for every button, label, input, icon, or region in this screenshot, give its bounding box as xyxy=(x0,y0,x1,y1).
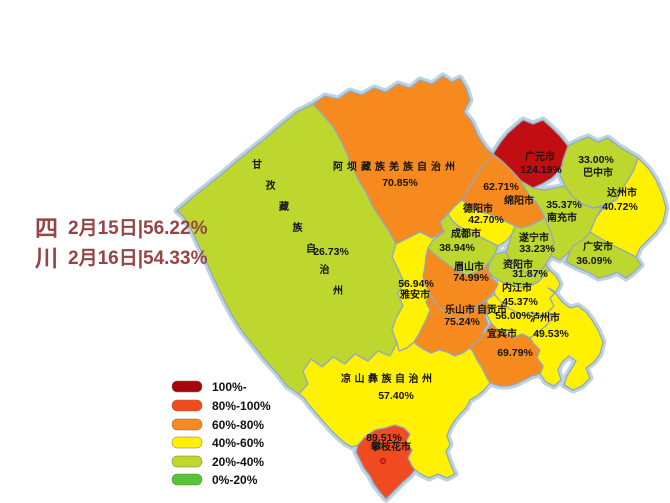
region-value-dazhou: 40.72% xyxy=(602,201,638,213)
region-value-mianyang: 62.71% xyxy=(483,181,519,193)
region-value-nanchong: 35.37% xyxy=(546,199,582,211)
legend-label-40-60: 40%-60% xyxy=(212,436,264,450)
region-label-suining: 遂宁市 xyxy=(519,231,549,244)
region-value-suining: 33.23% xyxy=(519,243,555,255)
region-value-guangyuan: 124.19% xyxy=(520,164,562,176)
region-value-panzhihua: 89.51% xyxy=(366,432,402,444)
legend-label-80-100: 80%-100% xyxy=(212,399,271,413)
region-label-deyang: 德阳市 xyxy=(462,202,493,215)
region-label-ganzi: 甘孜藏族自治州 xyxy=(252,158,343,297)
region-value-meishan: 74.99% xyxy=(453,272,489,284)
region-label-liangshan: 凉山彝族自治州 xyxy=(341,372,432,385)
legend: 100%- 80%-100% 60%-80% 40%-60% 20%-40% 0… xyxy=(171,380,271,487)
region-label-mianyang: 绵阳市 xyxy=(504,194,534,207)
legend-label-0-20: 0%-20% xyxy=(212,473,258,487)
region-value-deyang: 42.70% xyxy=(468,214,504,226)
region-guangan[interactable] xyxy=(565,231,642,279)
legend-swatch-100 xyxy=(171,380,203,393)
region-value-neijiang: 45.37% xyxy=(502,296,538,308)
title-line-2: 川 2月16日|54.33% xyxy=(35,243,207,273)
date-value-feb15: 2月15日|56.22% xyxy=(68,217,208,239)
region-value-luzhou: 49.53% xyxy=(533,328,569,340)
panzhihua-city-marker xyxy=(380,458,386,464)
region-label-neijiang: 内江市 xyxy=(502,281,532,294)
legend-label-60-80: 60%-80% xyxy=(212,418,264,432)
province-char-si: 四 xyxy=(35,214,58,241)
region-label-bazhong: 巴中市 xyxy=(583,166,613,179)
province-char-chuan: 川 xyxy=(35,244,58,271)
legend-swatch-20-40 xyxy=(171,455,203,468)
legend-swatch-0-20 xyxy=(171,473,203,486)
region-label-nanchong: 南充市 xyxy=(547,211,577,224)
region-value-liangshan: 57.40% xyxy=(378,390,414,402)
region-label-meishan: 眉山市 xyxy=(454,260,484,273)
region-label-luzhou: 泸州市 xyxy=(530,311,560,324)
region-label-guangyuan: 广元市 xyxy=(525,150,555,163)
legend-swatch-40-60 xyxy=(171,436,203,449)
region-value-ziyang: 31.87% xyxy=(512,268,548,280)
title-line-1: 四 2月15日|56.22% xyxy=(35,213,207,243)
region-label-leshan: 乐山市 xyxy=(445,303,475,316)
region-value-aba: 70.85% xyxy=(382,177,418,189)
region-value-ganzi: 26.73% xyxy=(313,246,349,258)
region-value-leshan: 75.24% xyxy=(444,316,480,328)
region-luzhou[interactable] xyxy=(529,287,604,391)
legend-label-100: 100%- xyxy=(212,380,247,394)
region-value-zigong: 56.00% xyxy=(495,310,531,322)
region-value-yibin: 69.79% xyxy=(497,347,533,359)
region-label-dazhou: 达州市 xyxy=(607,186,637,199)
region-label-panzhihua: 攀枝花市 xyxy=(370,440,411,453)
region-liangshan[interactable] xyxy=(298,341,491,479)
region-label-yaan: 雅安市 xyxy=(400,288,430,301)
region-label-zigong: 自贡市 xyxy=(477,303,507,316)
region-label-ziyang: 资阳市 xyxy=(503,258,533,271)
legend-swatch-80-100 xyxy=(171,399,203,412)
legend-swatch-60-80 xyxy=(171,418,203,431)
date-value-feb16: 2月16日|54.33% xyxy=(68,247,208,269)
legend-label-20-40: 20%-40% xyxy=(212,455,264,469)
region-value-bazhong: 33.00% xyxy=(578,154,614,166)
region-label-yibin: 宜宾市 xyxy=(487,327,517,340)
region-value-yaan: 56.94% xyxy=(398,278,434,290)
map-regions xyxy=(176,75,667,500)
province-title: 四 2月15日|56.22% 川 2月16日|54.33% xyxy=(35,213,207,273)
region-guangyuan[interactable] xyxy=(492,119,569,189)
region-label-chengdu: 成都市 xyxy=(451,227,481,240)
region-label-aba: 阿坝藏族羌族自治州 xyxy=(333,160,455,173)
region-value-guangan: 36.09% xyxy=(576,255,612,267)
region-label-guangan: 广安市 xyxy=(583,240,613,253)
region-value-chengdu: 38.94% xyxy=(439,242,475,254)
region-labels: 甘孜藏族自治州 26.73% 阿坝藏族羌族自治州 70.85% 广元市 124.… xyxy=(252,150,638,464)
